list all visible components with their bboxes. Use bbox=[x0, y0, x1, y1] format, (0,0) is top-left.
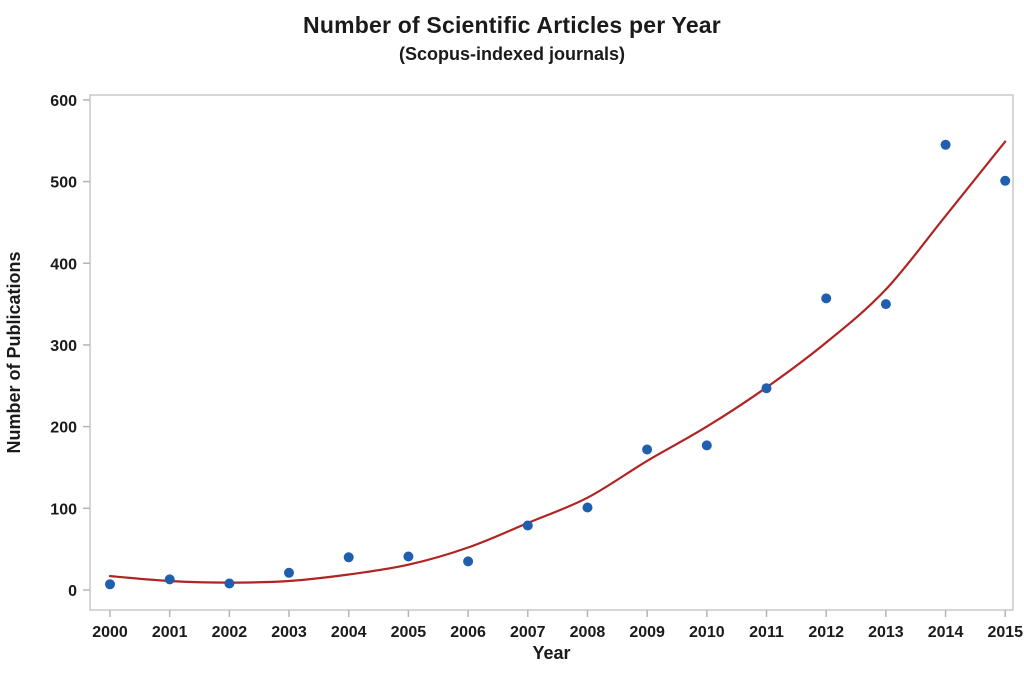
data-point bbox=[582, 502, 593, 513]
y-tick-label: 200 bbox=[50, 420, 77, 437]
data-point bbox=[343, 552, 354, 563]
data-point bbox=[940, 139, 951, 150]
x-tick-label: 2001 bbox=[152, 624, 188, 641]
y-tick-label: 500 bbox=[50, 175, 77, 192]
x-tick-label: 2005 bbox=[391, 624, 427, 641]
x-tick-label: 2013 bbox=[868, 624, 904, 641]
data-point bbox=[821, 293, 832, 304]
data-point bbox=[642, 444, 653, 455]
data-point bbox=[463, 556, 474, 567]
data-point bbox=[522, 520, 533, 531]
x-tick-label: 2002 bbox=[212, 624, 248, 641]
x-axis-title: Year bbox=[532, 643, 570, 663]
data-point bbox=[701, 440, 712, 451]
x-tick-label: 2006 bbox=[450, 624, 486, 641]
x-tick-label: 2004 bbox=[331, 624, 367, 641]
data-point bbox=[105, 579, 115, 590]
data-point bbox=[164, 574, 175, 585]
x-tick-label: 2010 bbox=[689, 624, 725, 641]
x-tick-label: 2014 bbox=[928, 624, 964, 641]
chart-subtitle: (Scopus-indexed journals) bbox=[398, 44, 626, 64]
x-tick-label: 2015 bbox=[987, 624, 1023, 641]
data-point bbox=[880, 299, 891, 310]
y-tick-label: 100 bbox=[50, 501, 77, 518]
y-tick-label: 400 bbox=[50, 256, 77, 273]
y-axis-title: Number of Publications bbox=[4, 251, 24, 453]
trend-line bbox=[108, 140, 1007, 584]
x-tick-label: 2000 bbox=[92, 624, 128, 641]
y-tick-label: 600 bbox=[50, 93, 77, 110]
x-tick-label: 2008 bbox=[570, 624, 606, 641]
data-point bbox=[403, 551, 414, 562]
chart-title: Number of Scientific Articles per Year bbox=[303, 12, 721, 38]
x-tick-label: 2007 bbox=[510, 624, 546, 641]
y-tick-label: 300 bbox=[50, 338, 77, 355]
x-tick-label: 2009 bbox=[629, 624, 665, 641]
data-point bbox=[761, 383, 772, 394]
data-point bbox=[284, 567, 294, 578]
x-tick-label: 2012 bbox=[808, 624, 844, 641]
data-point bbox=[1000, 175, 1011, 186]
y-tick-label: 0 bbox=[68, 583, 77, 600]
x-tick-label: 2011 bbox=[749, 624, 784, 641]
data-point bbox=[224, 578, 235, 589]
plot-frame bbox=[89, 94, 1014, 611]
x-tick-label: 2003 bbox=[271, 624, 307, 641]
